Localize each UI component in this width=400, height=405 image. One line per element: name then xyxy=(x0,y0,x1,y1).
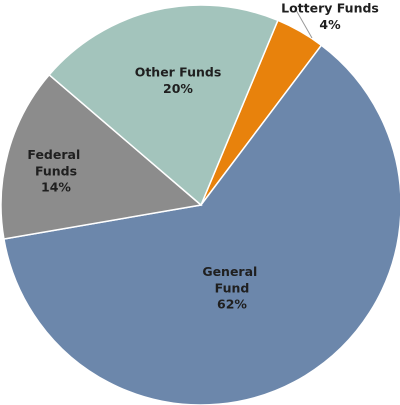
label-line: Fund xyxy=(215,280,250,295)
pie-slice xyxy=(48,4,279,207)
slice-label: Lottery Funds xyxy=(281,1,379,16)
pie-slice xyxy=(3,44,400,405)
label-line: General xyxy=(202,264,261,279)
pie-slice xyxy=(0,73,203,240)
label-line: Federal xyxy=(27,147,84,162)
value-label: 20% xyxy=(163,81,193,96)
value-label: 14% xyxy=(41,180,71,195)
slice-label: Other Funds xyxy=(135,65,222,80)
label-line: Funds xyxy=(35,163,77,178)
leader-line xyxy=(295,9,313,39)
value-label: 4% xyxy=(319,17,341,32)
slice-label: General Fund xyxy=(202,264,261,296)
slice-label: Federal Funds xyxy=(27,147,84,179)
value-label: 62% xyxy=(217,297,247,312)
